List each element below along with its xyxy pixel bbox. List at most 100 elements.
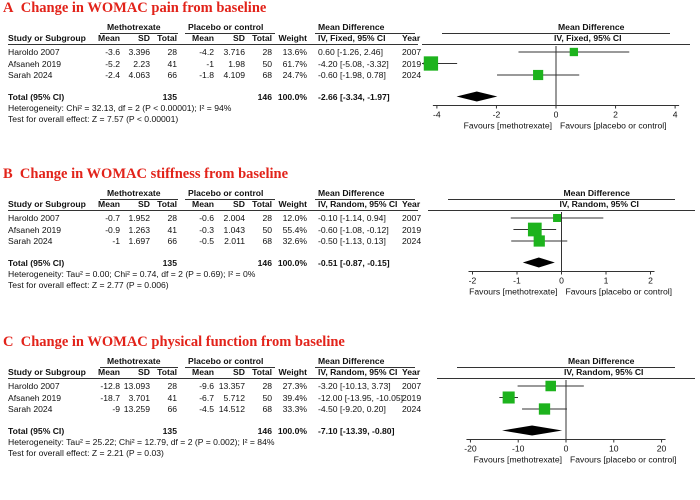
sd1-cell: 2.23 — [133, 58, 150, 69]
total1-column-header: Total — [157, 367, 177, 377]
total-n2: 146 — [257, 425, 272, 436]
sd2-cell: 2.011 — [224, 236, 245, 246]
study-name: Sarah 2024 — [8, 404, 53, 414]
ci-cell: -0.60 [-1.08, -0.12] — [318, 224, 389, 235]
weight-cell: 61.7% — [282, 58, 307, 69]
group1-underline — [100, 33, 178, 34]
weight-cell: 24.7% — [282, 70, 307, 80]
favours-right-label: Favours [placebo or control] — [566, 287, 673, 297]
x-tick-label: 0 — [564, 444, 569, 454]
year-cell: 2007 — [402, 213, 422, 223]
mean1-cell: -3.6 — [105, 47, 120, 57]
x-tick-label: 20 — [657, 444, 667, 454]
sd1-cell: 3.701 — [128, 392, 150, 403]
mean1-cell: -12.8 — [100, 381, 120, 391]
plot-ci-header: IV, Fixed, 95% CI — [554, 33, 622, 43]
total2-cell: 68 — [262, 404, 272, 414]
mean1-cell: -5.2 — [105, 58, 120, 69]
study-square — [569, 47, 579, 57]
pooled-diamond — [456, 91, 498, 102]
panel-letter: A — [3, 0, 14, 16]
header-rule — [8, 378, 418, 379]
plot-header-rule — [437, 378, 695, 379]
total2-cell: 50 — [262, 392, 272, 403]
x-tick-label: 10 — [609, 444, 619, 454]
x-tick-label: -20 — [464, 444, 477, 454]
sd2-column-header: SD — [233, 33, 245, 43]
study-square — [538, 403, 551, 415]
weight-cell: 12.0% — [282, 213, 307, 223]
total2-cell: 50 — [262, 58, 272, 69]
x-tick-label: 2 — [648, 276, 653, 286]
x-tick-label: 0 — [554, 110, 559, 120]
total-label: Total (95% CI) — [8, 257, 65, 268]
study-name: Sarah 2024 — [8, 70, 53, 80]
total-ci: -0.51 [-0.87, -0.15] — [318, 257, 390, 268]
sd2-cell: 14.512 — [218, 404, 245, 414]
study-square — [502, 391, 515, 404]
heterogeneity-text: Heterogeneity: Chi² = 32.13, df = 2 (P <… — [8, 102, 232, 113]
total-n1: 135 — [162, 257, 177, 268]
ci-cell: -0.60 [-1.98, 0.78] — [318, 70, 386, 80]
ci-column-header: IV, Random, 95% CI — [318, 367, 398, 377]
plot-ci-header: IV, Random, 95% CI — [564, 367, 644, 377]
total-weight: 100.0% — [277, 91, 307, 102]
sd1-cell: 1.952 — [128, 213, 150, 223]
header-rule — [8, 210, 418, 211]
total1-column-header: Total — [157, 199, 177, 209]
study-square — [423, 56, 439, 71]
sd1-cell: 13.093 — [123, 381, 150, 391]
mean2-cell: -0.5 — [199, 236, 214, 246]
mean2-cell: -1.8 — [199, 70, 214, 80]
study-name: Sarah 2024 — [8, 236, 53, 246]
study-column-header: Study or Subgroup — [8, 199, 86, 209]
sd1-cell: 1.697 — [128, 236, 150, 246]
total1-column-header: Total — [157, 33, 177, 43]
sd1-cell: 1.263 — [128, 224, 150, 235]
ci-cell: -4.20 [-5.08, -3.32] — [318, 58, 389, 69]
group2-underline — [185, 33, 275, 34]
panel-letter: C — [3, 334, 14, 350]
total-ci: -7.10 [-13.39, -0.80] — [318, 425, 395, 436]
sd1-column-header: SD — [138, 199, 150, 209]
x-tick-label: -2 — [469, 276, 477, 286]
favours-left-label: Favours [methotrexate] — [464, 121, 552, 131]
sd2-cell: 1.043 — [223, 224, 245, 235]
pooled-diamond — [502, 425, 563, 436]
mean2-cell: -0.6 — [199, 213, 214, 223]
sd2-column-header: SD — [233, 367, 245, 377]
year-cell: 2019 — [402, 224, 422, 235]
weight-cell: 39.4% — [282, 392, 307, 403]
forest-plot-svg: -2 -1 0 1 2 Favours [methotrexate] Favours [pl… — [468, 212, 673, 297]
year-cell: 2007 — [402, 381, 422, 391]
sd1-cell: 3.396 — [128, 47, 150, 57]
weight-cell: 55.4% — [282, 224, 307, 235]
panel-title-a: A Change in WOMAC pain from baseline — [3, 0, 266, 17]
year-cell: 2024 — [402, 70, 422, 80]
total1-cell: 66 — [167, 70, 177, 80]
mean2-column-header: Mean — [192, 199, 214, 209]
sd2-column-header: SD — [233, 199, 245, 209]
group1-header: Methotrexate — [107, 356, 161, 366]
total2-cell: 28 — [262, 381, 272, 391]
total2-cell: 68 — [262, 70, 272, 80]
group2-header: Placebo or control — [188, 22, 264, 32]
sd2-cell: 5.712 — [223, 392, 245, 403]
md-underline — [315, 367, 415, 368]
study-column-header: Study or Subgroup — [8, 367, 86, 377]
overall-effect-text: Test for overall effect: Z = 2.77 (P = 0… — [8, 279, 169, 290]
mean1-column-header: Mean — [98, 199, 120, 209]
total2-cell: 28 — [262, 213, 272, 223]
study-name: Afsaneh 2019 — [8, 58, 62, 69]
panel-title-c: C Change in WOMAC physical function from… — [3, 334, 345, 351]
study-square — [533, 69, 544, 81]
x-tick-label: -10 — [512, 444, 525, 454]
study-name: Haroldo 2007 — [8, 213, 60, 223]
favours-right-label: Favours [placebo or control] — [560, 121, 667, 131]
overall-effect-text: Test for overall effect: Z = 7.57 (P < 0… — [8, 113, 179, 124]
total-n1: 135 — [162, 425, 177, 436]
panel-title-text: Change in WOMAC stiffness from baseline — [19, 166, 289, 182]
mean1-column-header: Mean — [98, 367, 120, 377]
forest-plot-svg: -4 -2 0 2 4 Favours [methotrexate] Favours [pl… — [422, 46, 680, 131]
md-header: Mean Difference — [318, 188, 385, 198]
